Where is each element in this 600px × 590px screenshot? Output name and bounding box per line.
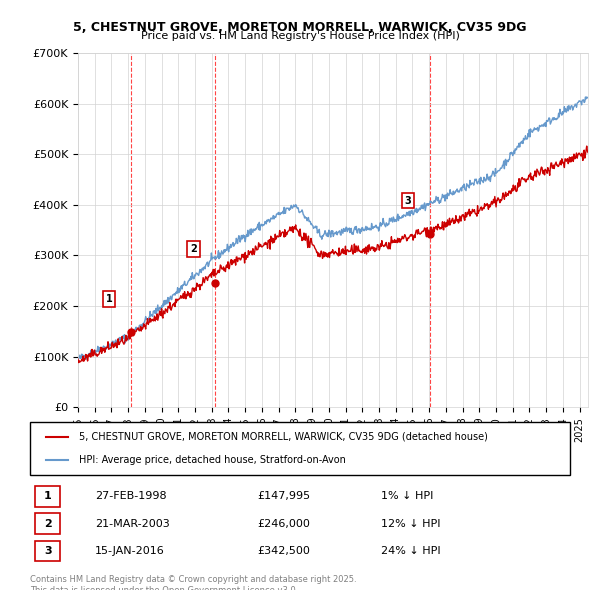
- Text: 24% ↓ HPI: 24% ↓ HPI: [381, 546, 440, 556]
- Text: 1: 1: [44, 491, 52, 502]
- FancyBboxPatch shape: [35, 486, 60, 506]
- Text: HPI: Average price, detached house, Stratford-on-Avon: HPI: Average price, detached house, Stra…: [79, 455, 346, 465]
- FancyBboxPatch shape: [30, 422, 570, 475]
- Text: 2: 2: [44, 519, 52, 529]
- Text: 27-FEB-1998: 27-FEB-1998: [95, 491, 166, 502]
- Text: 1% ↓ HPI: 1% ↓ HPI: [381, 491, 433, 502]
- Text: 5, CHESTNUT GROVE, MORETON MORRELL, WARWICK, CV35 9DG: 5, CHESTNUT GROVE, MORETON MORRELL, WARW…: [73, 21, 527, 34]
- Text: £342,500: £342,500: [257, 546, 310, 556]
- Text: 15-JAN-2016: 15-JAN-2016: [95, 546, 164, 556]
- FancyBboxPatch shape: [35, 513, 60, 534]
- Text: Price paid vs. HM Land Registry's House Price Index (HPI): Price paid vs. HM Land Registry's House …: [140, 31, 460, 41]
- Text: £246,000: £246,000: [257, 519, 310, 529]
- Text: 1: 1: [106, 294, 112, 304]
- Text: 3: 3: [405, 195, 412, 205]
- Text: 2: 2: [190, 244, 197, 254]
- Text: Contains HM Land Registry data © Crown copyright and database right 2025.
This d: Contains HM Land Registry data © Crown c…: [30, 575, 356, 590]
- Text: 12% ↓ HPI: 12% ↓ HPI: [381, 519, 440, 529]
- Text: 21-MAR-2003: 21-MAR-2003: [95, 519, 170, 529]
- Text: 5, CHESTNUT GROVE, MORETON MORRELL, WARWICK, CV35 9DG (detached house): 5, CHESTNUT GROVE, MORETON MORRELL, WARW…: [79, 432, 487, 442]
- Text: £147,995: £147,995: [257, 491, 310, 502]
- Text: 3: 3: [44, 546, 52, 556]
- FancyBboxPatch shape: [35, 540, 60, 561]
